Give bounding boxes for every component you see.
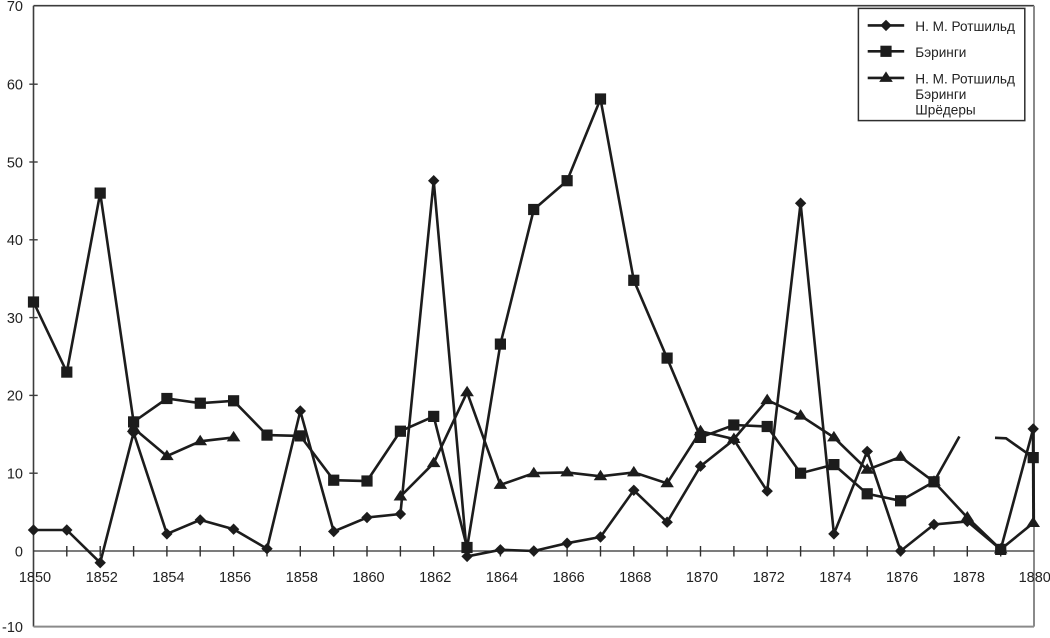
svg-text:1880: 1880 bbox=[1019, 570, 1050, 586]
svg-text:-10: -10 bbox=[2, 620, 23, 633]
svg-text:1850: 1850 bbox=[19, 570, 51, 586]
svg-text:0: 0 bbox=[15, 544, 23, 560]
svg-text:70: 70 bbox=[7, 0, 23, 15]
svg-text:50: 50 bbox=[7, 155, 23, 171]
svg-text:10: 10 bbox=[7, 467, 23, 483]
svg-text:1854: 1854 bbox=[152, 570, 184, 586]
svg-text:Шрёдеры: Шрёдеры bbox=[915, 102, 975, 117]
svg-text:1856: 1856 bbox=[219, 570, 251, 586]
svg-text:1872: 1872 bbox=[753, 570, 785, 586]
svg-text:Н. М. Ротшильд: Н. М. Ротшильд bbox=[915, 71, 1015, 86]
svg-text:Н. М. Ротшильд: Н. М. Ротшильд bbox=[915, 19, 1015, 34]
svg-text:1858: 1858 bbox=[286, 570, 318, 586]
svg-text:1870: 1870 bbox=[686, 570, 718, 586]
svg-text:40: 40 bbox=[7, 233, 23, 249]
svg-text:1860: 1860 bbox=[352, 570, 384, 586]
svg-text:1864: 1864 bbox=[486, 570, 518, 586]
svg-text:Бэринги: Бэринги bbox=[915, 45, 966, 60]
svg-text:1866: 1866 bbox=[552, 570, 584, 586]
svg-text:30: 30 bbox=[7, 311, 23, 327]
svg-text:Бэринги: Бэринги bbox=[915, 87, 966, 102]
svg-text:1862: 1862 bbox=[419, 570, 451, 586]
svg-text:1874: 1874 bbox=[819, 570, 851, 586]
svg-text:1852: 1852 bbox=[86, 570, 118, 586]
svg-text:1868: 1868 bbox=[619, 570, 651, 586]
svg-text:1876: 1876 bbox=[886, 570, 918, 586]
svg-text:1878: 1878 bbox=[953, 570, 985, 586]
svg-text:20: 20 bbox=[7, 389, 23, 405]
svg-text:60: 60 bbox=[7, 78, 23, 94]
